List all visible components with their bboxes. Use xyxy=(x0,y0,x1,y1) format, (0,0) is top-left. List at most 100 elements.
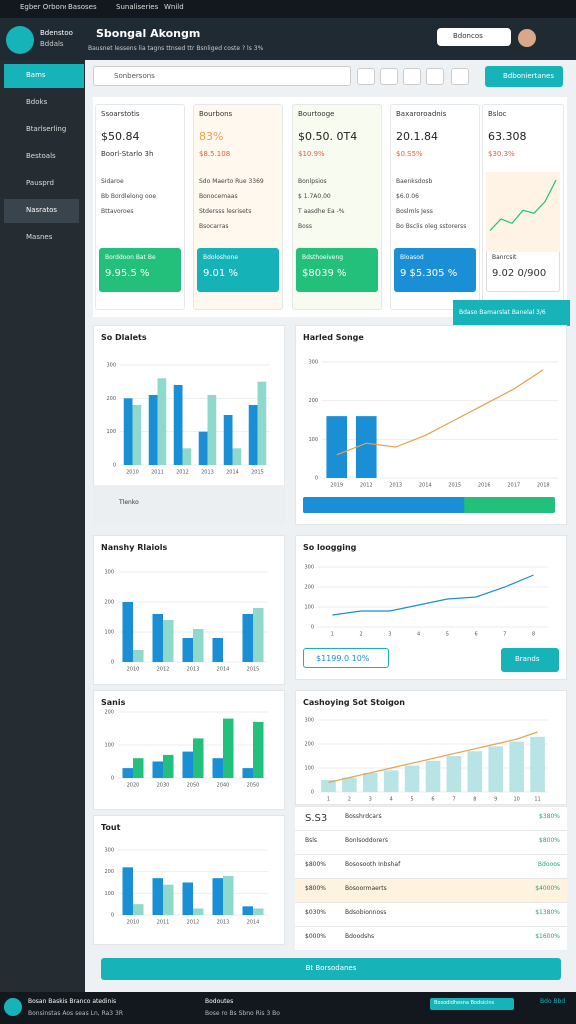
table-cell: Bonlsoddorers xyxy=(345,837,388,844)
bottom-button[interactable]: Bt Borsodanes xyxy=(101,958,561,980)
x-tick-label: 1 xyxy=(331,632,334,638)
top-item[interactable]: Wnild xyxy=(164,3,184,11)
search-box[interactable]: Bdoncos xyxy=(437,28,511,46)
logo-title: Bdenstoo xyxy=(40,29,73,37)
tool-button[interactable] xyxy=(426,68,444,85)
nav-item[interactable]: Bestoals xyxy=(26,152,56,160)
line xyxy=(328,731,538,783)
kpi-line: Sdo Maerto Rue 3369 xyxy=(199,178,264,185)
bar xyxy=(152,761,163,778)
table-row xyxy=(295,854,567,878)
cta[interactable]: Brands xyxy=(501,648,559,672)
nav-item[interactable]: Bdoks xyxy=(26,98,48,106)
kpi-tile xyxy=(296,248,378,292)
avatar xyxy=(518,29,536,47)
kpi-delta: $30.3% xyxy=(488,150,515,158)
tool-button[interactable] xyxy=(403,68,421,85)
tool-button[interactable] xyxy=(380,68,398,85)
y-tick-label: 300 xyxy=(104,570,114,576)
kpi-label: Ssoarstotis xyxy=(101,110,140,118)
tool-button[interactable] xyxy=(451,68,469,85)
kpi-tile-label: Borddoon Bat Be xyxy=(105,254,156,261)
bar xyxy=(223,415,233,465)
bar xyxy=(425,760,441,792)
bar xyxy=(148,395,158,465)
kpi-tile xyxy=(197,248,279,292)
chart-title: Harled Songe xyxy=(303,333,364,342)
x-tick-label: 2018 xyxy=(537,483,550,489)
subtitle: Bausnet lessens lia tagns ttnsed ttr Bsn… xyxy=(88,45,264,52)
table-row xyxy=(295,926,567,950)
kpi-tile-value: $8039 % xyxy=(302,268,347,279)
x-tick-label: 2012 xyxy=(360,483,373,489)
kpi-line: T aasdhe Ea -% xyxy=(298,208,345,215)
x-tick-label: 2015 xyxy=(247,667,260,673)
table-cell: $800% xyxy=(305,861,326,868)
kpi-line: Boss xyxy=(298,223,313,230)
bar xyxy=(182,751,193,778)
table-cell: $800% xyxy=(539,837,560,844)
kpi-tile-label: Bloasod xyxy=(400,254,424,261)
kpi-line: $ 1.7A0.00 xyxy=(298,193,331,200)
kpi-line: Sidaroe xyxy=(101,178,124,185)
y-tick-label: 100 xyxy=(104,743,114,749)
bar xyxy=(342,777,357,792)
x-tick-label: 2013 xyxy=(389,483,402,489)
nav-item[interactable]: Masnes xyxy=(26,233,53,241)
toolbar-search[interactable]: Sonbersons xyxy=(93,66,351,86)
nav-item[interactable]: Pausprd xyxy=(26,179,54,187)
footer-right[interactable]: Bosodidhesna Bodsicins xyxy=(430,998,514,1010)
x-tick-label: 2040 xyxy=(217,783,230,789)
nav-item[interactable]: Btarlserling xyxy=(26,125,67,133)
bar xyxy=(182,448,192,465)
x-tick-label: 2015 xyxy=(251,470,264,476)
y-tick-label: 100 xyxy=(104,891,114,897)
action-button[interactable]: Bdboniertanes xyxy=(485,66,563,87)
chart-title: Cashoying Sot Stoigon xyxy=(303,698,405,707)
x-tick-label: 6 xyxy=(475,632,478,638)
y-tick-label: 200 xyxy=(304,585,314,591)
bar xyxy=(193,738,204,778)
kpi-value: $50.84 xyxy=(101,130,140,143)
kpi-line: Bonlpsios xyxy=(298,178,327,185)
x-tick-label: 8 xyxy=(532,632,535,638)
kpi-label: Bourtooge xyxy=(298,110,335,118)
y-tick-label: 0 xyxy=(311,625,314,631)
x-tick-label: 2 xyxy=(348,797,351,803)
y-tick-label: 0 xyxy=(111,776,114,782)
kpi-line: Bsocarras xyxy=(199,223,229,230)
bar xyxy=(223,718,234,778)
nav-item[interactable]: Nasratos xyxy=(4,199,79,223)
bar xyxy=(182,638,193,662)
y-tick-label: 0 xyxy=(111,913,114,919)
bar xyxy=(212,758,223,778)
kpi-line: $6.0.06 xyxy=(396,193,419,200)
table-cell: $000% xyxy=(305,933,326,940)
x-tick-label: 2015 xyxy=(448,483,461,489)
table-cell: Bdsobionnoss xyxy=(345,909,387,916)
table-cell: $380% xyxy=(539,813,560,820)
y-tick-label: 300 xyxy=(304,718,314,724)
logo xyxy=(6,26,34,54)
tool-button[interactable] xyxy=(357,68,375,85)
chart-note: Tlenko xyxy=(93,485,285,525)
bar xyxy=(253,608,264,662)
bar xyxy=(242,614,253,662)
x-tick-label: 8 xyxy=(473,797,476,803)
x-tick-label: 7 xyxy=(452,797,455,803)
footer-right2: Bdo Bbd xyxy=(540,998,566,1005)
x-tick-label: 2010 xyxy=(127,667,140,673)
top-item[interactable]: Egber Orbonetr xyxy=(20,3,66,11)
bar xyxy=(232,448,242,465)
nav-item[interactable]: Bams xyxy=(4,64,84,88)
top-bar xyxy=(0,0,576,18)
kpi-value: 20.1.84 xyxy=(396,130,438,143)
callout: $1199.0 10% xyxy=(303,648,389,668)
footer-left: Bosan Baskis Branco atedinis xyxy=(28,998,117,1005)
y-tick-label: 300 xyxy=(106,363,116,369)
table-row xyxy=(295,806,567,830)
x-tick-label: 2011 xyxy=(157,920,170,926)
top-item[interactable]: Sunaliseries xyxy=(116,3,159,11)
table-cell: $800% xyxy=(305,885,326,892)
top-item[interactable]: Basoses xyxy=(68,3,97,11)
